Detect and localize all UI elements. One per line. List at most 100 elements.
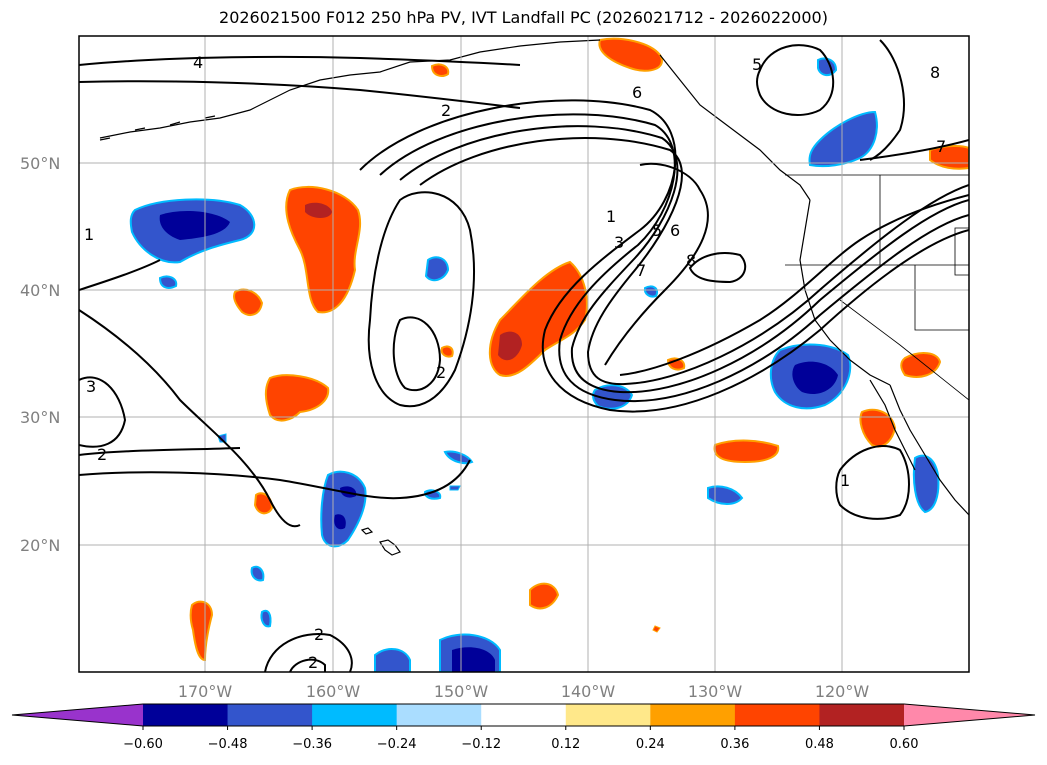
lat-label: 20°N: [20, 536, 60, 555]
contour-2-upper: [79, 80, 521, 109]
contour-main-5: [604, 162, 709, 366]
contour-label: 2: [308, 653, 318, 672]
colorbar-swatch: [396, 704, 482, 726]
baja-coast: [889, 384, 969, 516]
contour-west-loop: [79, 376, 127, 448]
contour-label: 3: [86, 377, 96, 396]
pv-blob-pos: [285, 186, 362, 314]
pv-blob-pos: [859, 408, 897, 448]
contour-west-3: [79, 309, 301, 528]
contour-main-4: [419, 137, 969, 386]
contour-label-group: 4 2 6 5 8 7 1 3 5 6 7 8 2 3 2 1 1 2 2: [84, 53, 946, 672]
colorbar-swatch: [565, 704, 651, 726]
colorbar-tick-label: −0.48: [208, 737, 248, 752]
contour-label: 8: [686, 251, 696, 270]
colorbar-tick-label: −0.60: [123, 737, 163, 752]
colorbar-swatch: [734, 704, 820, 726]
lat-label: 30°N: [20, 408, 60, 427]
plot-frame: [78, 35, 970, 673]
latitude-labels: 50°N 40°N 30°N 20°N: [20, 154, 60, 555]
colorbar-tick-label: −0.36: [292, 737, 332, 752]
contour-label: 2: [314, 625, 324, 644]
contour-label: 3: [614, 233, 624, 252]
colorbar-tick-label: 0.24: [636, 737, 665, 752]
pv-blob-pos: [253, 492, 274, 515]
lon-label: 160°W: [306, 682, 361, 701]
colorbar-tick-label: 0.12: [551, 737, 580, 752]
colorbar-extend-high: [904, 704, 1035, 726]
pv-blob-pos-core: [305, 202, 332, 218]
pv-blob-neg: [424, 256, 450, 282]
colorbar-swatch: [481, 704, 567, 726]
contour-8-ne2: [869, 39, 905, 161]
pv-blob-pos: [430, 63, 450, 77]
negative-pv-anomalies: [129, 57, 940, 672]
bc-coast: [659, 54, 811, 201]
longitude-labels: 170°W 160°W 150°W 140°W 130°W 120°W: [178, 682, 870, 701]
colorbar-tick-label: 0.48: [805, 737, 834, 752]
contour-1-south: [264, 633, 353, 672]
lat-label: 40°N: [20, 281, 60, 300]
pv-blob-neg: [260, 609, 272, 628]
contour-label: 1: [606, 207, 616, 226]
colorbar-extend-low: [12, 704, 143, 726]
contour-main-1: [359, 99, 969, 413]
contour-label: 6: [632, 83, 642, 102]
pv-blob-pos: [529, 582, 560, 610]
contour-label: 6: [670, 221, 680, 240]
contour-7-ne: [859, 139, 969, 161]
pv-blob-neg: [808, 110, 878, 168]
colorbar-swatch: [650, 704, 736, 726]
pv-blob-pos: [440, 345, 454, 358]
contour-loop-inner: [392, 316, 442, 392]
contour-west-lower: [79, 459, 471, 500]
contour-label: 4: [193, 53, 203, 72]
aleutian-islands: [99, 115, 216, 141]
lon-label: 150°W: [434, 682, 489, 701]
pv-blob-neg-core: [792, 361, 838, 395]
contour-label: 2: [436, 363, 446, 382]
colorbar-swatch: [819, 704, 905, 726]
colorbar-swatch: [227, 704, 313, 726]
contour-1-se: [835, 445, 910, 520]
colorbar-swatch: [143, 704, 229, 726]
pv-blob-neg: [443, 450, 474, 465]
lon-label: 140°W: [561, 682, 616, 701]
ivt-contours: [79, 39, 969, 672]
pv-blob-neg: [374, 648, 411, 672]
hawaii-islands: [360, 527, 401, 556]
contour-2-south: [289, 658, 326, 672]
colorbar-tick-label: 0.36: [720, 737, 749, 752]
pv-blob-neg: [449, 485, 461, 491]
pv-blob-neg: [912, 454, 940, 514]
pv-blob-neg: [250, 565, 265, 582]
contour-label: 1: [84, 225, 94, 244]
pv-blob-pos-core: [498, 331, 522, 361]
lon-label: 170°W: [178, 682, 233, 701]
contour-label: 2: [441, 101, 451, 120]
pv-blob-pos: [900, 352, 942, 378]
contour-label: 2: [97, 445, 107, 464]
pv-blob-neg-core: [159, 210, 230, 240]
contour-west-2b: [79, 447, 241, 456]
contour-main-6: [619, 194, 969, 376]
contour-label: 8: [930, 63, 940, 82]
lon-label: 120°W: [815, 682, 870, 701]
contour-label: 5: [652, 221, 662, 240]
pv-blob-neg: [158, 275, 178, 289]
contour-4: [79, 55, 521, 66]
pv-blob-pos: [598, 37, 663, 72]
colorbar-tick-label: 0.60: [890, 737, 919, 752]
pv-blob-pos: [232, 288, 264, 316]
contour-label: 7: [636, 261, 646, 280]
contour-main-3: [399, 125, 969, 394]
contour-label: 7: [936, 137, 946, 156]
contour-main-2: [379, 113, 969, 402]
state-borders: [785, 174, 969, 401]
contour-loop-2: [367, 191, 475, 408]
pv-blob-pos: [652, 625, 661, 633]
contour-west-2: [79, 259, 161, 291]
pv-blob-pos: [264, 374, 330, 422]
contour-label: 5: [752, 55, 762, 74]
